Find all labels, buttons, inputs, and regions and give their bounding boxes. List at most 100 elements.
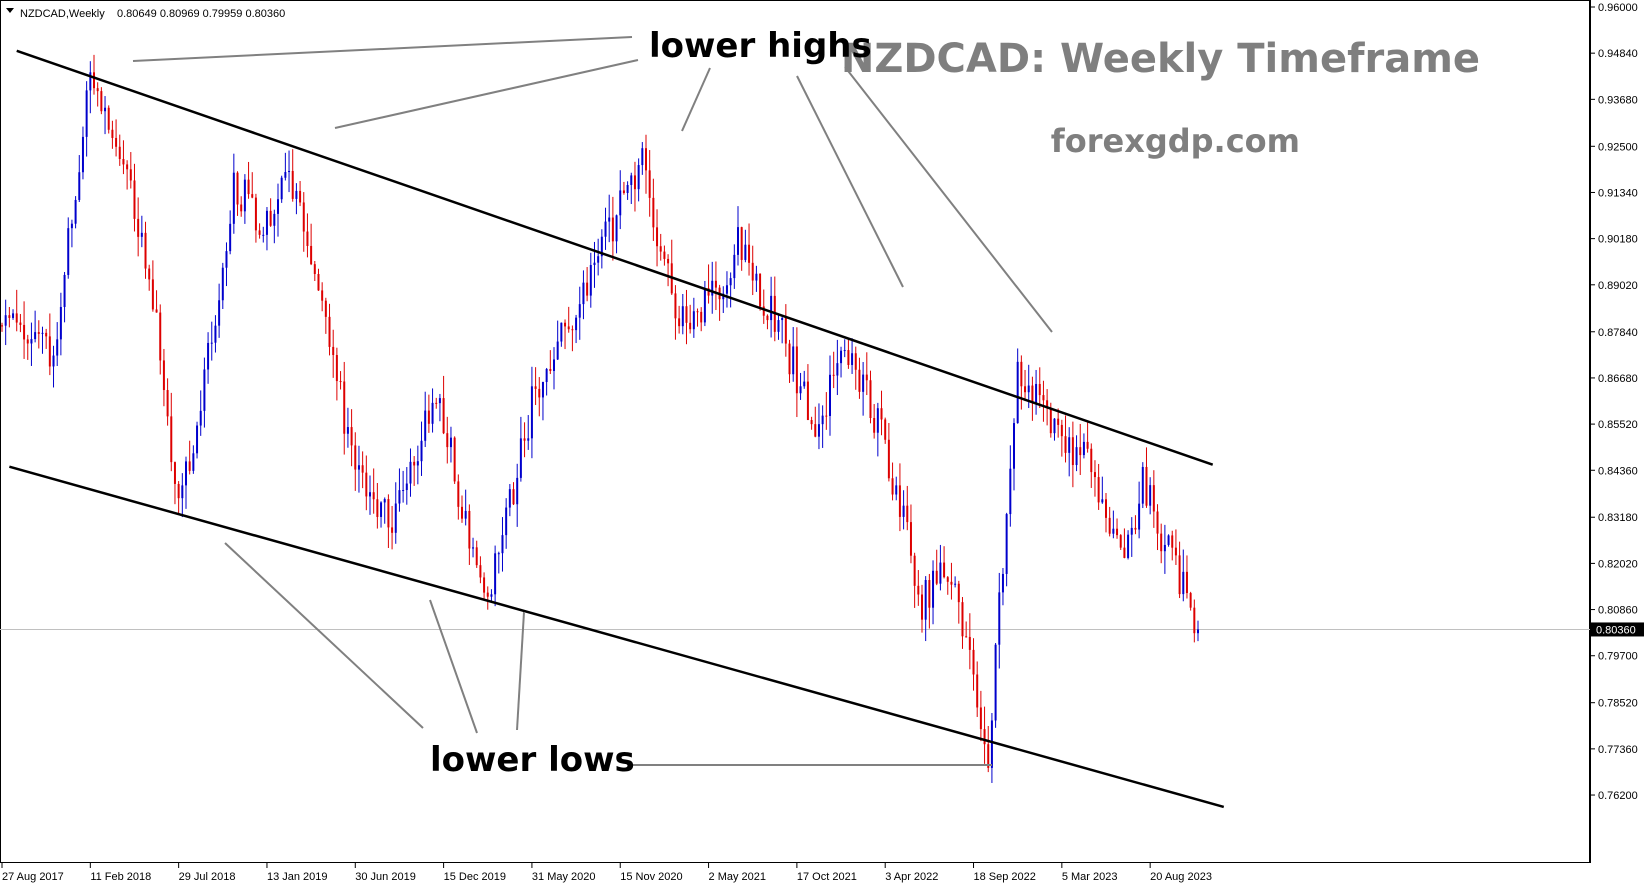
candle-body — [1112, 528, 1115, 534]
candle-body — [170, 416, 173, 463]
candle-body — [512, 489, 515, 505]
candle-body — [784, 318, 787, 344]
price-tick-label: 0.92500 — [1598, 141, 1638, 153]
candle-body — [755, 273, 758, 281]
candle-body — [954, 583, 957, 585]
candle-body — [372, 492, 375, 500]
price-tick-label: 0.77360 — [1598, 744, 1638, 756]
candle-body — [126, 164, 129, 170]
time-tick-label: 29 Jul 2018 — [179, 871, 236, 883]
candle-body — [1141, 466, 1144, 504]
candle-body — [173, 462, 176, 484]
candle-body — [633, 175, 636, 190]
candle-body — [350, 427, 353, 446]
candle-body — [990, 720, 993, 768]
candle-body — [976, 674, 979, 708]
ohlc-values: 0.80649 0.80969 0.79959 0.80360 — [117, 8, 285, 20]
candle-body — [737, 227, 739, 255]
time-tick-label: 15 Nov 2020 — [620, 871, 682, 883]
time-tick-label: 13 Jan 2019 — [267, 871, 328, 883]
candle-body — [464, 510, 467, 519]
candle-body — [129, 169, 132, 181]
candle-body — [806, 381, 809, 421]
candle-body — [1049, 408, 1052, 434]
candle-body — [1, 325, 3, 327]
candle-body — [435, 402, 438, 404]
info-dropdown-icon[interactable] — [6, 8, 14, 13]
candle-body — [346, 427, 349, 434]
pointer-line — [516, 611, 525, 731]
candle-body — [1046, 400, 1049, 409]
candle-body — [909, 522, 912, 556]
price-axis[interactable]: 0.96000 0.94840 0.93680 0.92500 0.91340 0.901… — [1590, 2, 1638, 802]
candle-body — [1090, 448, 1093, 473]
candle-body — [295, 190, 298, 199]
time-tick-label: 17 Oct 2021 — [797, 871, 857, 883]
candle-body — [461, 506, 463, 519]
candle-body — [468, 510, 471, 549]
candle-body — [906, 505, 909, 523]
candle-body — [185, 461, 187, 486]
candle-body — [1127, 534, 1130, 558]
candle-body — [748, 244, 751, 263]
candle-body — [597, 256, 600, 263]
candle-body — [1079, 447, 1082, 456]
candle-body — [1053, 418, 1056, 434]
candle-body — [107, 107, 110, 130]
candle-body — [817, 424, 820, 437]
trend-lines — [9, 49, 1225, 809]
candle-body — [939, 562, 942, 584]
candle-body — [299, 190, 302, 203]
candle-body — [317, 274, 320, 291]
candle-body — [133, 180, 136, 219]
candle-body — [869, 380, 872, 419]
candle-body — [1086, 441, 1089, 449]
candle-body — [321, 290, 324, 301]
candle-body — [221, 267, 224, 301]
candle-body — [678, 318, 681, 327]
candle-body — [427, 410, 430, 424]
time-axis[interactable]: 27 Aug 2017 11 Feb 2018 29 Jul 2018 13 Jan … — [1, 863, 1212, 883]
candle-body — [611, 217, 614, 242]
plot-frame — [0, 0, 1590, 863]
candle-body — [398, 490, 401, 504]
candle-body — [302, 202, 305, 232]
price-tick-label: 0.78520 — [1598, 698, 1638, 710]
candle-body — [1108, 517, 1111, 534]
candle-body — [291, 170, 294, 199]
candle-body — [1042, 395, 1045, 401]
candle-body — [89, 72, 92, 91]
candle-body — [545, 368, 548, 383]
candle-body — [122, 159, 125, 165]
candle-body — [626, 184, 629, 194]
candle-body — [424, 410, 427, 441]
candle-body — [159, 312, 162, 361]
candle-body — [1101, 499, 1104, 503]
candle-body — [575, 317, 578, 331]
candle-body — [998, 592, 1001, 645]
candle-body — [442, 398, 445, 434]
candle-body — [593, 262, 596, 266]
candle-body — [1197, 629, 1199, 634]
candle-body — [600, 236, 603, 257]
candle-body — [203, 369, 206, 411]
candle-body — [876, 408, 879, 433]
candle-body — [192, 453, 195, 471]
candle-body — [917, 585, 920, 595]
candle-body — [781, 318, 784, 321]
candle-body — [56, 339, 59, 356]
candle-body — [1116, 528, 1119, 536]
channel-line[interactable] — [16, 49, 1214, 466]
candle-body — [733, 254, 736, 279]
candle-body — [619, 190, 622, 216]
symbol-info: NZDCAD,Weekly 0.80649 0.80969 0.79959 0.… — [6, 8, 285, 20]
candle-body — [78, 172, 81, 200]
candle-body — [413, 461, 416, 466]
candle-body — [711, 280, 714, 296]
candle-body — [475, 547, 478, 566]
time-tick-label: 5 Mar 2023 — [1062, 871, 1118, 883]
time-tick-label: 3 Apr 2022 — [885, 871, 938, 883]
candle-body — [770, 295, 773, 321]
channel-line[interactable] — [9, 465, 1225, 809]
